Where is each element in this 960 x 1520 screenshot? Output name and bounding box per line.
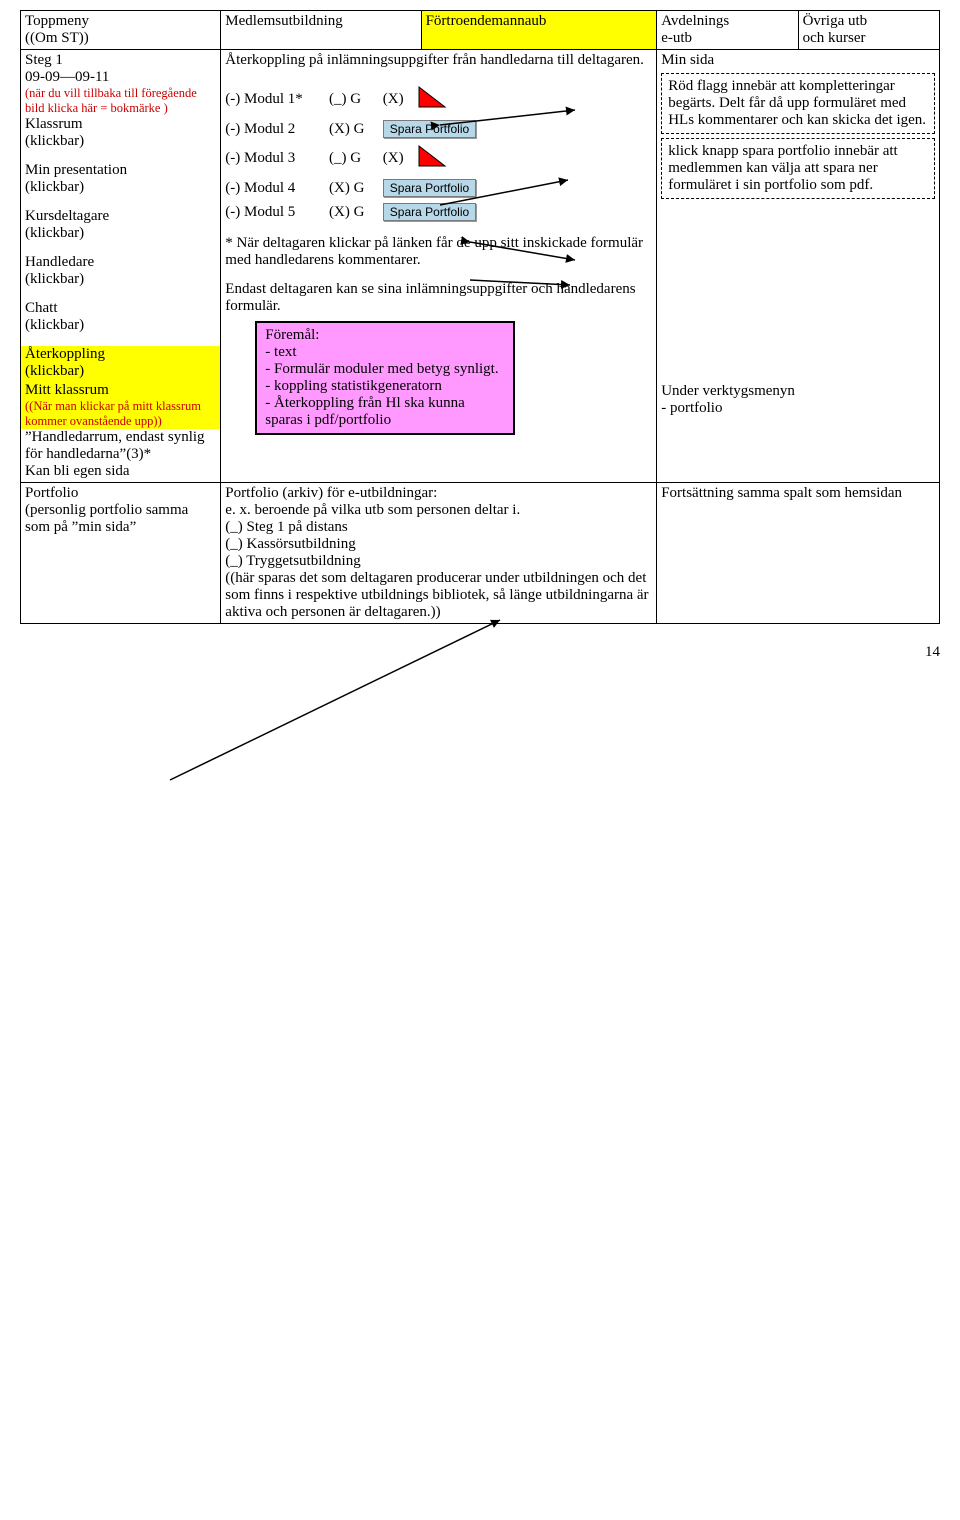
- mitt-klassrum-block[interactable]: Mitt klassrum ((När man klickar på mitt …: [21, 380, 220, 429]
- module-1-row: (-) Modul 1* (_) G (X): [225, 85, 652, 114]
- mod3-label: (-) Modul 3: [225, 150, 325, 167]
- mod1-g: (_) G: [329, 91, 379, 108]
- module-2-row: (-) Modul 2 (X) G Spara Portfolio: [225, 120, 652, 138]
- intro-text: Återkoppling på inlämningsuppgifter från…: [225, 52, 652, 69]
- dashed-box-1: Röd flagg innebär att kompletteringar be…: [661, 73, 935, 134]
- portfolio-right: Fortsättning samma spalt som hemsidan: [657, 483, 940, 624]
- header-toppmeny: Toppmeny ((Om ST)): [21, 11, 221, 50]
- right-column: Min sida Röd flagg innebär att komplette…: [657, 50, 940, 483]
- content-row: Steg 1 09-09—09-11 (när du vill tillbaka…: [21, 50, 940, 483]
- mod2-g: (X) G: [329, 121, 379, 138]
- handledarrum-text: ”Handledarrum, endast synlig för handled…: [25, 429, 216, 480]
- mitt-klassrum-title: Mitt klassrum: [25, 382, 109, 398]
- mod1-label: (-) Modul 1*: [225, 91, 325, 108]
- pink-line2: - Formulär moduler med betyg synligt.: [265, 361, 505, 378]
- minpres-note: (klickbar): [25, 179, 216, 196]
- spara-button[interactable]: Spara Portfolio: [383, 179, 476, 197]
- header-row: Toppmeny ((Om ST)) Medlemsutbildning För…: [21, 11, 940, 50]
- pink-line4: - Återkoppling från Hl ska kunna sparas …: [265, 395, 505, 429]
- mod5-g: (X) G: [329, 204, 379, 221]
- flag-icon: [417, 144, 447, 173]
- handledare-note: (klickbar): [25, 271, 216, 288]
- header-fortroende: Förtroendemannaub: [421, 11, 657, 50]
- module-3-row: (-) Modul 3 (_) G (X): [225, 144, 652, 173]
- header-medlem: Medlemsutbildning: [221, 11, 421, 50]
- aterkoppling-link[interactable]: Återkoppling: [25, 346, 216, 363]
- kursdelt-note: (klickbar): [25, 225, 216, 242]
- pink-line1: - text: [265, 344, 505, 361]
- mod3-g: (_) G: [329, 150, 379, 167]
- mod3-x: (X): [383, 150, 413, 167]
- flag-icon: [417, 85, 447, 114]
- main-table: Toppmeny ((Om ST)) Medlemsutbildning För…: [20, 10, 940, 624]
- steg-dates: 09-09—09-11: [25, 69, 216, 86]
- chatt-note: (klickbar): [25, 317, 216, 334]
- mod5-label: (-) Modul 5: [225, 204, 325, 221]
- klassrum-link[interactable]: Klassrum: [25, 116, 216, 133]
- mitt-klassrum-note: ((När man klickar på mitt klassrum komme…: [25, 399, 216, 429]
- star-note: * När deltagaren klickar på länken får d…: [225, 235, 652, 269]
- mod2-label: (-) Modul 2: [225, 121, 325, 138]
- portfolio-row: Portfolio (personlig portfolio samma som…: [21, 483, 940, 624]
- header-ovriga: Övriga utb och kurser: [798, 11, 939, 50]
- under-verktyg: Under verktygsmenyn - portfolio: [661, 383, 935, 417]
- spara-button[interactable]: Spara Portfolio: [383, 120, 476, 138]
- pink-title: Föremål:: [265, 327, 505, 344]
- left-column: Steg 1 09-09—09-11 (när du vill tillbaka…: [21, 50, 221, 483]
- pink-line3: - koppling statistikgeneratorn: [265, 378, 505, 395]
- klassrum-note: (klickbar): [25, 133, 216, 150]
- spara-button[interactable]: Spara Portfolio: [383, 203, 476, 221]
- minpres-link[interactable]: Min presentation: [25, 162, 216, 179]
- chatt-link[interactable]: Chatt: [25, 300, 216, 317]
- page-number: 14: [20, 644, 940, 661]
- portfolio-left: Portfolio (personlig portfolio samma som…: [21, 483, 221, 624]
- min-sida-label: Min sida: [661, 52, 935, 69]
- mod4-g: (X) G: [329, 180, 379, 197]
- mod1-x: (X): [383, 91, 413, 108]
- aterkoppling-note: (klickbar): [25, 363, 216, 380]
- kursdelt-link[interactable]: Kursdeltagare: [25, 208, 216, 225]
- pink-box: Föremål: - text - Formulär moduler med b…: [255, 321, 515, 435]
- header-avdelning: Avdelnings e-utb: [657, 11, 798, 50]
- endast-note: Endast deltagaren kan se sina inlämnings…: [225, 281, 652, 315]
- steg-title: Steg 1: [25, 52, 216, 69]
- module-5-row: (-) Modul 5 (X) G Spara Portfolio: [225, 203, 652, 221]
- handledare-link[interactable]: Handledare: [25, 254, 216, 271]
- bookmark-note: (när du vill tillbaka till föregående bi…: [25, 86, 216, 116]
- module-4-row: (-) Modul 4 (X) G Spara Portfolio: [225, 179, 652, 197]
- mod4-label: (-) Modul 4: [225, 180, 325, 197]
- portfolio-middle: Portfolio (arkiv) för e-utbildningar: e.…: [221, 483, 657, 624]
- aterkoppling-block[interactable]: Återkoppling (klickbar): [21, 346, 220, 380]
- middle-column: Återkoppling på inlämningsuppgifter från…: [221, 50, 657, 483]
- dashed-box-2: klick knapp spara portfolio innebär att …: [661, 138, 935, 199]
